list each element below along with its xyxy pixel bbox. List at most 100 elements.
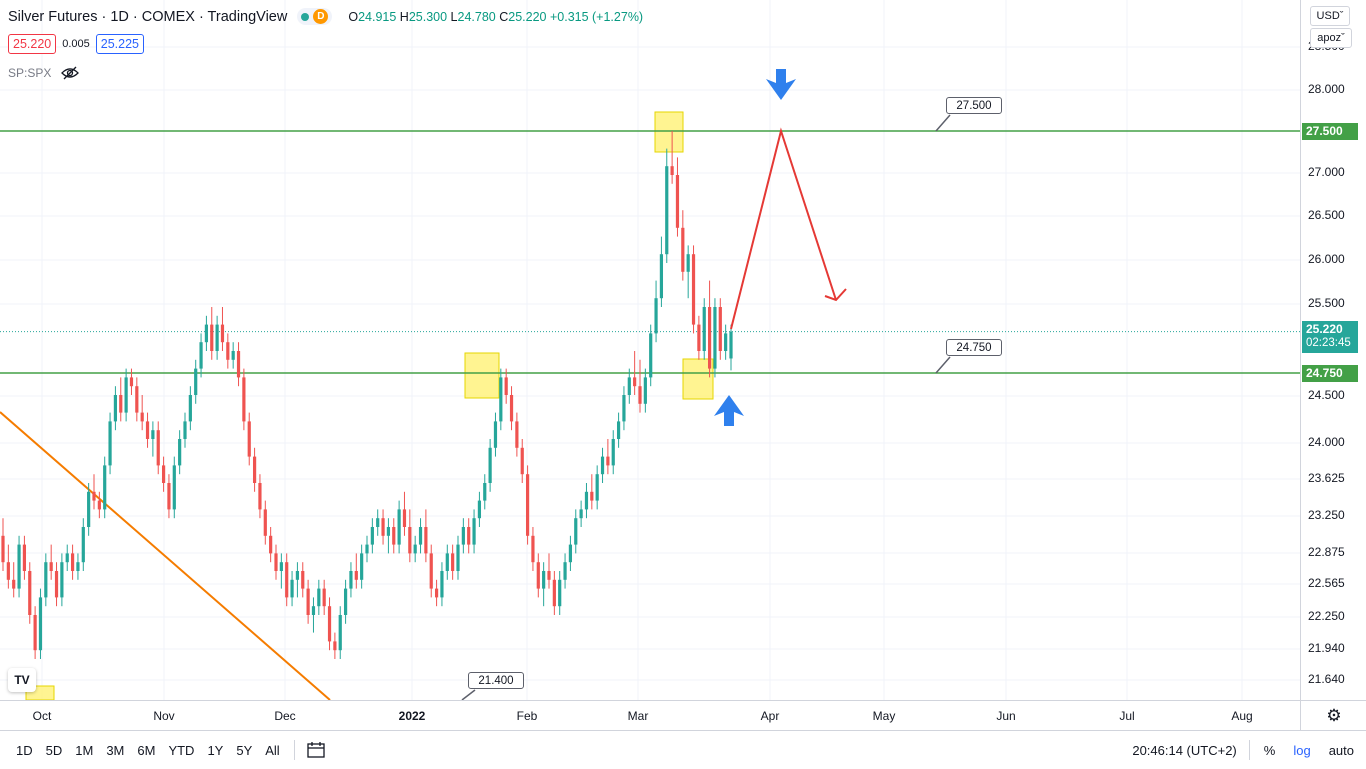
- candle-body: [247, 421, 251, 457]
- candle: [413, 535, 417, 563]
- candle-body: [349, 571, 353, 589]
- candle: [156, 421, 160, 475]
- current-price-label: 25.220 02:23:45: [1302, 321, 1358, 353]
- candle: [338, 606, 342, 659]
- candle-body: [568, 544, 573, 563]
- candle-body: [563, 562, 567, 580]
- candle: [659, 236, 664, 307]
- candle: [713, 298, 717, 378]
- candle-body: [702, 307, 706, 351]
- candle-body: [365, 544, 369, 554]
- candle: [354, 553, 358, 589]
- candle: [718, 298, 722, 360]
- range-ytd[interactable]: YTD: [168, 742, 195, 758]
- scale-mode-label: apoz: [1317, 32, 1342, 44]
- hide-eye-icon[interactable]: [61, 66, 80, 80]
- log-toggle[interactable]: log: [1293, 742, 1311, 758]
- time-tick: Oct: [32, 709, 52, 723]
- price-tick: 27.000: [1308, 165, 1345, 179]
- candle-body: [178, 439, 182, 466]
- candle-body: [392, 527, 396, 545]
- candle-body: [509, 395, 514, 422]
- buy-button[interactable]: 25.225: [95, 34, 144, 54]
- range-all[interactable]: All: [265, 742, 280, 758]
- candle-body: [22, 544, 27, 571]
- date-range-icon[interactable]: [307, 742, 325, 758]
- candle: [135, 377, 139, 422]
- range-6m[interactable]: 6M: [137, 742, 156, 758]
- range-1m[interactable]: 1M: [75, 742, 94, 758]
- candle-body: [397, 509, 401, 545]
- gear-icon[interactable]: ⚙: [1300, 700, 1366, 731]
- candle: [65, 544, 69, 571]
- candle-body: [167, 483, 171, 510]
- scale-mode-select[interactable]: apoz ˇ: [1310, 28, 1352, 48]
- time-axis[interactable]: Oct Nov Dec 2022 Feb Mar Apr May Jun Jul Aug: [0, 700, 1300, 731]
- candle: [707, 280, 712, 378]
- candle: [290, 571, 294, 607]
- candle: [178, 430, 182, 475]
- clock[interactable]: 20:46:14 (UTC+2): [1132, 742, 1237, 758]
- status-indicator[interactable]: D: [297, 8, 333, 25]
- candle: [81, 518, 85, 571]
- candle-body: [113, 395, 118, 422]
- candle-body: [461, 527, 465, 545]
- range-5y[interactable]: 5Y: [236, 742, 253, 758]
- range-1d[interactable]: 1D: [16, 742, 33, 758]
- range-1y[interactable]: 1Y: [207, 742, 224, 758]
- candle-body: [103, 465, 107, 510]
- candle: [616, 412, 621, 448]
- range-5d[interactable]: 5D: [45, 742, 63, 758]
- price-chart[interactable]: [0, 0, 1300, 700]
- candle-body: [434, 588, 439, 598]
- callout-pointer-21400: [461, 689, 476, 700]
- chevron-down-icon: ˇ: [1339, 10, 1344, 22]
- chart-header: Silver Futures · 1D · COMEX · TradingVie…: [8, 8, 643, 25]
- candle-body: [370, 527, 374, 545]
- candle: [140, 395, 144, 431]
- auto-toggle[interactable]: auto: [1328, 742, 1354, 758]
- candle: [649, 324, 653, 387]
- candle-body: [70, 553, 75, 571]
- candle: [402, 491, 407, 536]
- candle: [92, 474, 96, 510]
- percent-toggle[interactable]: %: [1263, 742, 1276, 758]
- candle: [231, 342, 235, 369]
- candle-body: [724, 333, 728, 351]
- candle-body: [643, 377, 647, 404]
- ohlc-values: O24.915 H25.300 L24.780 C25.220 +0.315 (…: [348, 10, 643, 24]
- candle: [183, 412, 187, 448]
- market-open-icon: [301, 12, 310, 21]
- candle: [199, 333, 203, 378]
- candle-body: [17, 544, 21, 589]
- range-3m[interactable]: 3M: [106, 742, 125, 758]
- candle-body: [81, 527, 85, 563]
- compare-symbol[interactable]: SP:SPX: [8, 66, 52, 80]
- price-tick: 26.500: [1308, 208, 1345, 222]
- time-tick: Jul: [1119, 709, 1135, 723]
- candle-body: [135, 386, 139, 413]
- candle-body: [220, 324, 225, 343]
- bottom-toolbar: 1D 5D 1M 3M 6M YTD 1Y 5Y All 20:46:14 (U…: [0, 730, 1366, 769]
- candle: [472, 509, 476, 554]
- candle: [467, 518, 471, 554]
- candle-body: [210, 324, 214, 351]
- candle: [97, 491, 101, 519]
- candle: [429, 544, 433, 598]
- sell-button[interactable]: 25.220: [8, 34, 57, 54]
- candle-body: [129, 377, 134, 387]
- symbol-title[interactable]: Silver Futures · 1D · COMEX · TradingVie…: [8, 8, 288, 25]
- candle: [151, 421, 155, 457]
- candle-body: [145, 421, 150, 439]
- tradingview-logo[interactable]: TV: [8, 668, 36, 692]
- candle-body: [33, 615, 37, 651]
- candle: [247, 412, 251, 466]
- candle-body: [322, 588, 326, 607]
- candle-body: [6, 562, 10, 580]
- candle-body: [681, 227, 685, 272]
- currency-select[interactable]: USD ˇ: [1310, 6, 1350, 26]
- candle-body: [226, 342, 230, 360]
- candle-body: [440, 571, 444, 598]
- candle: [295, 562, 300, 598]
- high-label: H: [399, 9, 409, 24]
